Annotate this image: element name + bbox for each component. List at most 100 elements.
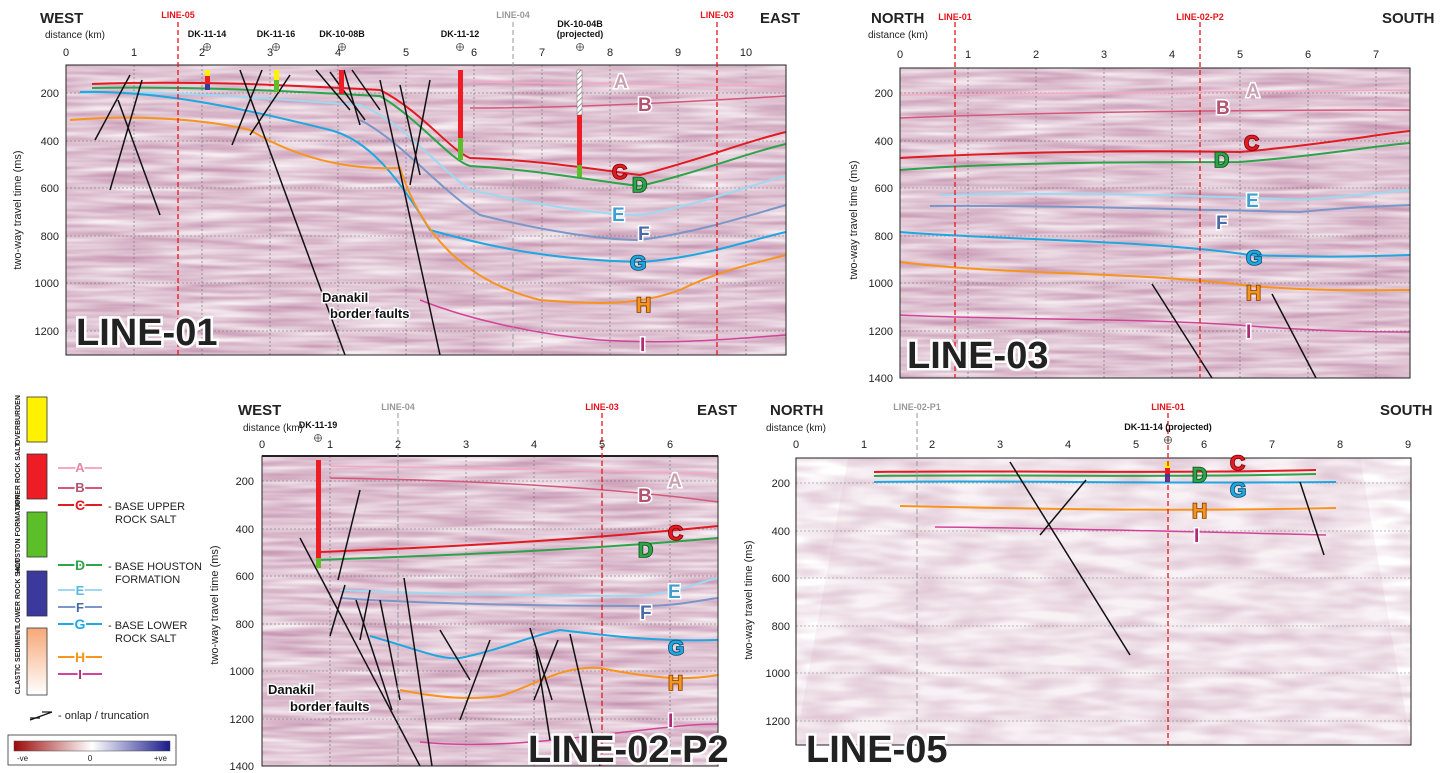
section-title: LINE-02-P2 xyxy=(528,729,729,771)
panel-border xyxy=(65,64,787,356)
horizon-G xyxy=(873,480,1337,484)
legend-letter: A xyxy=(75,460,85,475)
well-label: DK-10-04B xyxy=(557,19,603,29)
y-tick: 200 xyxy=(772,478,790,490)
y-tick: 1200 xyxy=(766,716,790,728)
x-tick: 3 xyxy=(267,47,273,59)
distance-label: distance (km) xyxy=(766,423,826,434)
horizon-letter-C: C xyxy=(1230,452,1245,475)
legend: OVERBURDEN UPPER ROCK SALT HOUSTON FORMA… xyxy=(7,395,202,766)
y-tick: 1000 xyxy=(869,278,893,290)
horizon-letter-H: H xyxy=(668,672,683,695)
x-tick: 0 xyxy=(897,49,903,61)
y-tick: 400 xyxy=(875,136,893,148)
x-ticks: 0 1 2 3 4 5 6 7 8 9 xyxy=(793,439,1411,451)
x-tick: 7 xyxy=(1373,49,1379,61)
unit-swatch-houston xyxy=(26,511,48,558)
y-tick: 1200 xyxy=(869,326,893,338)
fault-annotation: border faults xyxy=(290,699,369,714)
marker-line04: LINE-04 xyxy=(496,10,530,355)
x-ticks: 0 1 2 3 4 5 6 7 xyxy=(897,49,1379,61)
x-ticks: 0 1 2 3 4 5 6 xyxy=(259,439,673,451)
horizon-letter-A: A xyxy=(1246,81,1260,102)
unit-label: OVERBURDEN xyxy=(15,395,22,445)
x-tick: 10 xyxy=(740,47,752,59)
unit-swatch-lower-salt xyxy=(26,570,48,617)
well-label: DK-11-14 (projected) xyxy=(1124,422,1212,432)
well-logs xyxy=(205,69,583,177)
panel-border xyxy=(795,457,1412,746)
y-tick: 1000 xyxy=(35,278,59,290)
marker-label: LINE-04 xyxy=(496,10,530,20)
horizon-C xyxy=(91,81,787,177)
distance-label: distance (km) xyxy=(868,30,928,41)
y-tick: 1000 xyxy=(230,666,254,678)
direction-right: SOUTH xyxy=(1382,10,1435,27)
x-tick: 3 xyxy=(1101,49,1107,61)
marker-line01: LINE-01 xyxy=(938,12,972,378)
y-tick: 800 xyxy=(41,231,59,243)
fault-annotation: border faults xyxy=(330,306,409,321)
well-symbol xyxy=(314,434,322,442)
horizon-letter-F: F xyxy=(1216,213,1228,234)
horizon-H xyxy=(899,505,1337,511)
x-tick: 5 xyxy=(1133,439,1139,451)
unit-label: UPPER ROCK SALT xyxy=(15,442,22,509)
x-tick: 7 xyxy=(1269,439,1275,451)
y-tick: 400 xyxy=(236,524,254,536)
legend-letter: F xyxy=(76,600,84,615)
distance-label: distance (km) xyxy=(243,423,303,434)
panel-border xyxy=(899,67,1411,379)
section-line05: LINE-02-P1 LINE-01 DK-11-14 (projected) … xyxy=(743,402,1433,773)
section-title: LINE-03 xyxy=(907,335,1048,377)
y-axis-label: two-way travel time (ms) xyxy=(12,150,24,269)
legend-desc: - BASE UPPER xyxy=(108,501,185,513)
x-tick: 1 xyxy=(327,439,333,451)
horizons xyxy=(873,469,1337,536)
horizon-F xyxy=(929,204,1411,214)
y-tick: 200 xyxy=(875,88,893,100)
direction-right: EAST xyxy=(697,402,737,419)
horizons xyxy=(69,81,787,343)
x-tick: 1 xyxy=(965,49,971,61)
horizon-E xyxy=(939,189,1411,202)
legend-letter: E xyxy=(76,583,85,598)
direction-right: EAST xyxy=(760,10,800,27)
horizon-C xyxy=(899,130,1411,159)
x-tick: 6 xyxy=(1305,49,1311,61)
x-tick: 6 xyxy=(1201,439,1207,451)
legend-letter: B xyxy=(75,480,84,495)
fault-annotation: Danakil xyxy=(268,682,314,697)
x-tick: 0 xyxy=(793,439,799,451)
x-tick: 8 xyxy=(1337,439,1343,451)
y-tick: 1200 xyxy=(230,714,254,726)
horizon-letter-H: H xyxy=(636,294,651,317)
unit-swatch-overburden xyxy=(26,396,48,443)
horizon-letter-A: A xyxy=(668,471,682,492)
horizon-letters: A B C D E F G H I xyxy=(1213,80,1263,345)
section-title: LINE-01 xyxy=(76,312,217,354)
legend-horizons: A B C - BASE UPPER ROCK SALT D - BASE HO… xyxy=(58,459,202,684)
unit-label: CLASTIC SEDIMENT xyxy=(15,625,22,694)
unit-swatch-upper-salt xyxy=(26,453,48,500)
grid xyxy=(262,456,718,766)
horizons xyxy=(899,89,1411,333)
x-tick: 5 xyxy=(403,47,409,59)
x-tick: 4 xyxy=(1065,439,1071,451)
horizon-D xyxy=(91,86,787,188)
horizon-letter-F: F xyxy=(640,603,652,624)
horizon-E xyxy=(79,91,787,217)
y-tick: 1000 xyxy=(766,668,790,680)
x-tick: 1 xyxy=(131,47,137,59)
y-tick: 1400 xyxy=(869,373,893,385)
horizon-B xyxy=(329,477,719,503)
horizon-F xyxy=(359,119,787,242)
legend-desc: ROCK SALT xyxy=(115,514,177,526)
well-symbol xyxy=(1164,436,1172,444)
horizon-letter-E: E xyxy=(612,205,625,226)
onlap-symbol xyxy=(29,711,53,721)
horizon-F xyxy=(339,597,719,608)
y-tick: 800 xyxy=(772,621,790,633)
horizon-A xyxy=(469,81,787,87)
horizon-letter-I: I xyxy=(668,711,673,732)
